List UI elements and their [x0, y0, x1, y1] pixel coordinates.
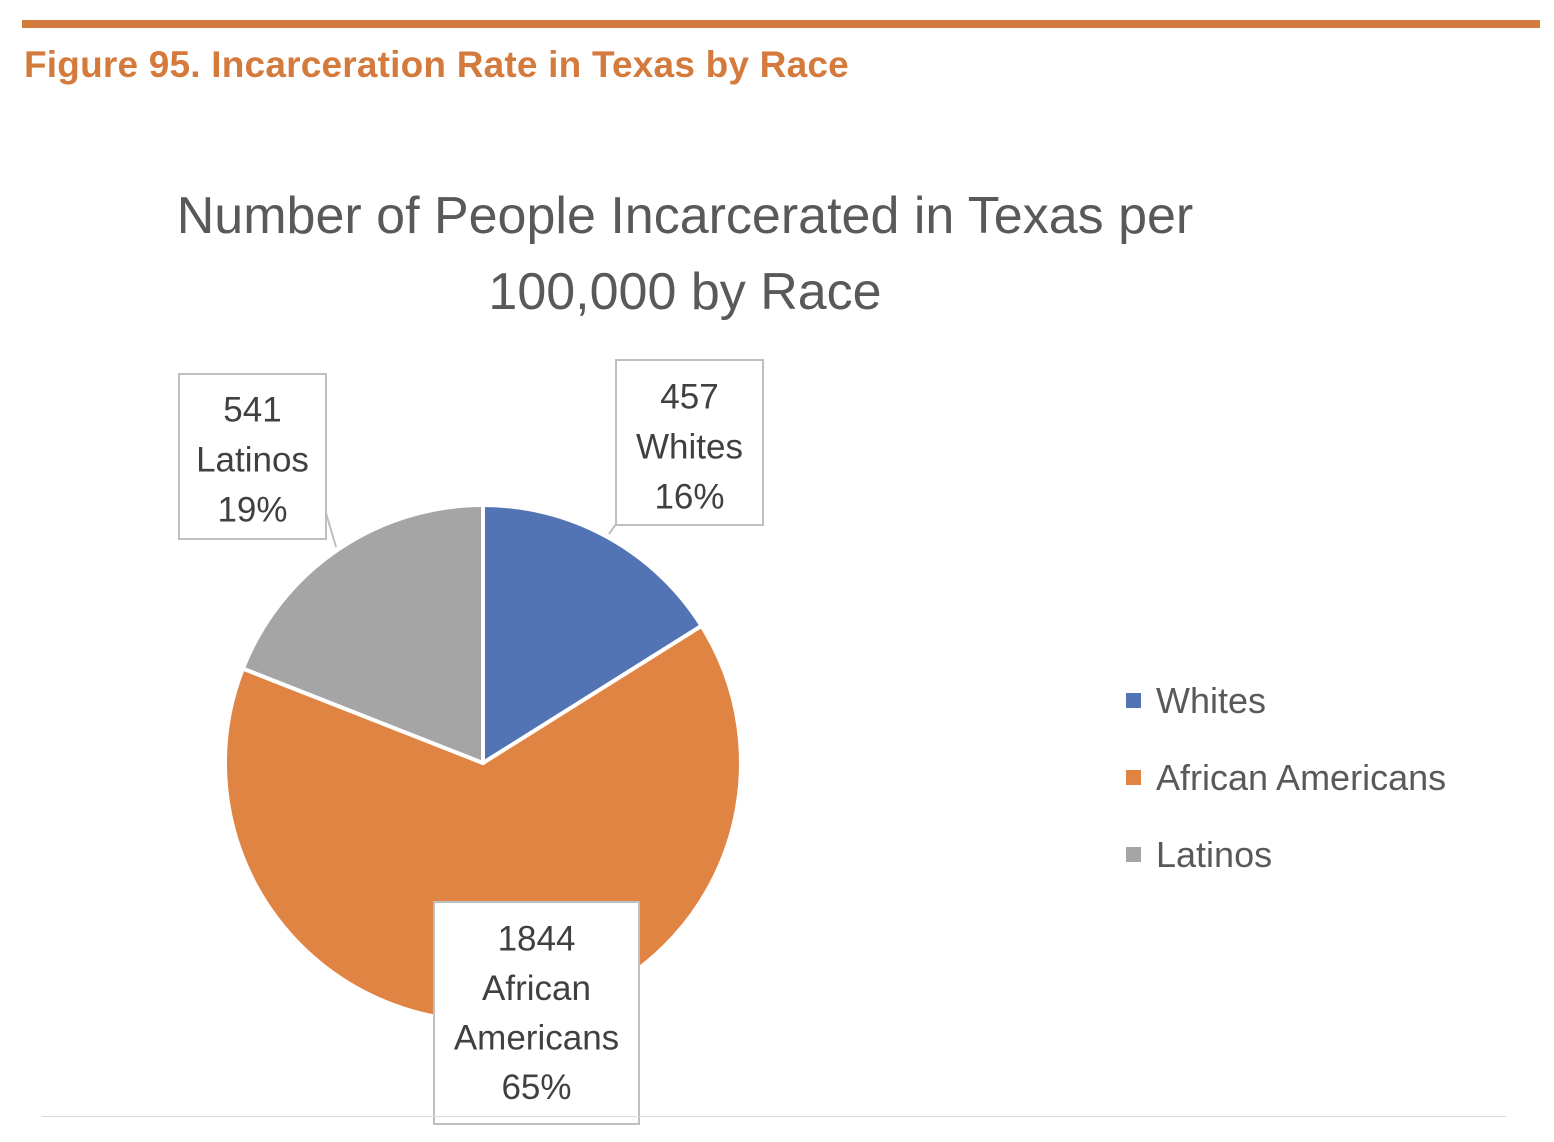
data-label-line-african-americans-2: Americans	[454, 1019, 619, 1058]
pie-slice-latinos	[240, 503, 485, 765]
data-label-box-latinos	[178, 373, 327, 540]
bottom-rule	[42, 1116, 1506, 1117]
data-label-line-latinos-0: 541	[223, 391, 281, 430]
data-label-box-whites	[615, 359, 764, 526]
chart-title: Number of People Incarcerated in Texas p…	[60, 178, 1310, 330]
data-label-latinos: 541 Latinos 19%	[178, 373, 337, 548]
chart-title-line-2: 100,000 by Race	[488, 263, 882, 321]
leader-line-whites	[608, 523, 617, 535]
figure-caption: Figure 95. Incarceration Rate in Texas b…	[24, 44, 849, 85]
data-label-line-african-americans-1: African	[482, 969, 591, 1008]
data-label-line-whites-1: Whites	[636, 428, 743, 467]
legend-label-whites: Whites	[1156, 679, 1267, 721]
legend-swatch-african-americans	[1126, 770, 1141, 785]
data-label-african-americans: 1844 African Americans 65%	[433, 901, 640, 1125]
legend-label-african-americans: African Americans	[1156, 756, 1447, 798]
legend-swatch-whites	[1126, 693, 1141, 708]
data-label-line-latinos-2: 19%	[217, 491, 287, 530]
data-label-line-african-americans-0: 1844	[498, 920, 576, 959]
legend-swatch-latinos	[1126, 847, 1141, 862]
data-label-line-whites-0: 457	[660, 378, 718, 417]
legend-item-african-americans: African Americans	[1126, 739, 1446, 816]
data-label-line-african-americans-3: 65%	[501, 1068, 571, 1107]
pie-slice-whites	[481, 503, 704, 765]
chart-title-line-1: Number of People Incarcerated in Texas p…	[176, 187, 1194, 245]
leader-line-latinos	[325, 512, 337, 548]
data-label-line-latinos-1: Latinos	[196, 441, 309, 480]
data-label-box-african-americans	[433, 901, 640, 1125]
legend: Whites African Americans Latinos	[1126, 662, 1446, 893]
legend-item-whites: Whites	[1126, 662, 1446, 739]
data-label-line-whites-2: 16%	[654, 478, 724, 517]
top-rule	[22, 20, 1540, 28]
data-label-whites: 457 Whites 16%	[608, 359, 764, 535]
legend-item-latinos: Latinos	[1126, 816, 1446, 893]
legend-label-latinos: Latinos	[1156, 833, 1273, 875]
